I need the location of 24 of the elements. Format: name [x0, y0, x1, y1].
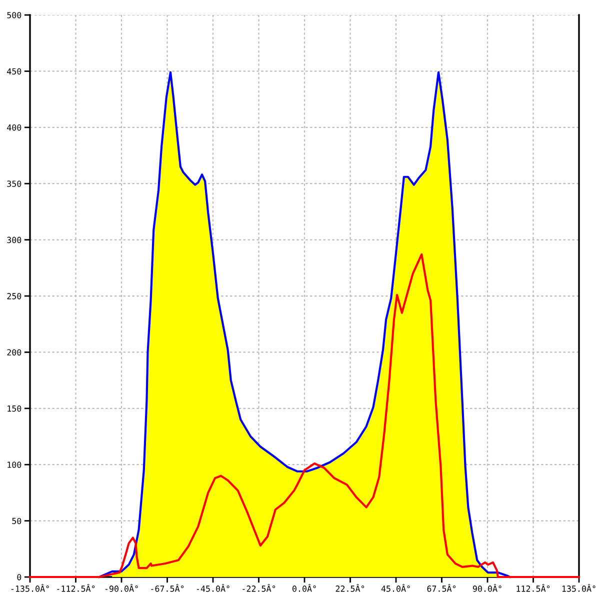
y-tick-label: 500: [7, 12, 22, 18]
y-tick-label: 0: [17, 574, 22, 580]
x-tick-label: 22.5Â°: [336, 584, 364, 592]
y-tick-label: 400: [7, 124, 22, 131]
y-tick-label: 350: [7, 180, 22, 187]
x-tick-label: -22.5Â°: [242, 584, 276, 592]
x-tick-label: -45.0Â°: [196, 584, 230, 592]
x-tick-label: -67.5Â°: [151, 584, 184, 592]
y-tick-label: 200: [7, 349, 22, 356]
x-tick-label: 135.0Â°: [562, 584, 596, 592]
x-tick-label: -90.0Â°: [105, 584, 138, 592]
x-tick-label: -135.0Â°: [11, 584, 49, 592]
y-tick-label: 150: [8, 405, 22, 412]
y-tick-label: 450: [7, 68, 22, 75]
y-tick-label: 50: [12, 518, 22, 524]
y-tick-label: 300: [7, 236, 22, 244]
x-tick-label: 112.5Â°: [516, 584, 550, 592]
x-tick-label: 45.0Â°: [381, 584, 410, 592]
x-tick-label: 90.0Â°: [472, 584, 502, 592]
y-tick-label: 100: [8, 462, 22, 468]
x-tick-label: 67.5Â°: [427, 584, 456, 592]
x-tick-label: -112.5Â°: [57, 584, 95, 592]
x-tick-label: 0.0Â°: [292, 584, 316, 592]
y-tick-label: 250: [7, 293, 22, 300]
